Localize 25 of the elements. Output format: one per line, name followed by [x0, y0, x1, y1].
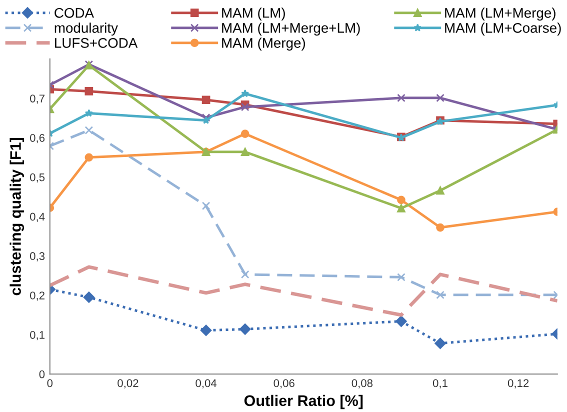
y-tick-label: 0,3 [30, 252, 45, 262]
x-tick-label: 0,1 [432, 379, 448, 388]
legend-label: MAM (Merge) [222, 38, 306, 51]
y-tick-label: 0,1 [30, 330, 44, 340]
x-tick-label: 0,12 [508, 379, 529, 388]
y-tick-label: 0,2 [30, 292, 44, 301]
x-tick-label: 0,04 [196, 379, 217, 388]
y-tick-label: 0,7 [30, 94, 44, 104]
x-tick-label: 0,02 [118, 379, 138, 388]
legend-label: MAM (LM+Merge) [445, 8, 556, 21]
legend-label: LUFS+CODA [55, 38, 138, 48]
y-tick-label: 0,6 [30, 134, 45, 144]
y-axis-title: clustering quality [F1] [10, 138, 24, 296]
x-tick-label: 0 [47, 379, 53, 388]
legend-label: modularity [54, 22, 118, 36]
y-tick-label: 0,5 [30, 173, 45, 183]
y-tick-label: 0,4 [30, 212, 45, 222]
legend-label: CODA [54, 8, 94, 18]
legend-label: MAM (LM+Merge+LM) [222, 22, 360, 36]
legend-label: MAM (LM) [222, 8, 285, 21]
x-tick-label: 0,08 [352, 379, 373, 388]
legend-label: MAM (LM+Coarse) [445, 22, 561, 36]
x-tick-label: 0,06 [274, 379, 294, 388]
x-axis-title: Outlier Ratio [%] [244, 394, 363, 410]
y-tick-label: 0 [39, 370, 45, 378]
